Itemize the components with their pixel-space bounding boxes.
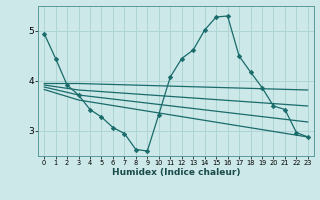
X-axis label: Humidex (Indice chaleur): Humidex (Indice chaleur): [112, 168, 240, 177]
